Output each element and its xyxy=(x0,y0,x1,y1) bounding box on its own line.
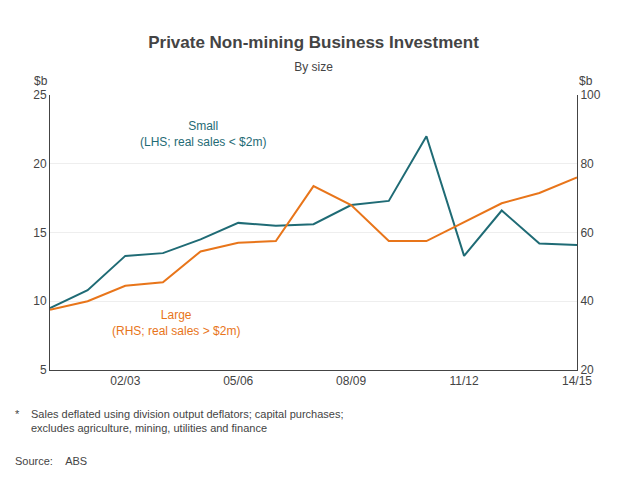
svg-text:10: 10 xyxy=(33,294,47,308)
svg-text:05/06: 05/06 xyxy=(223,374,253,388)
svg-text:$b: $b xyxy=(34,74,48,88)
svg-text:15: 15 xyxy=(33,226,47,240)
svg-text:By size: By size xyxy=(294,60,333,74)
svg-text:60: 60 xyxy=(580,226,594,240)
svg-text:Small(LHS; real sales < $2m): Small(LHS; real sales < $2m) xyxy=(140,119,266,149)
svg-text:Sales deflated using division: Sales deflated using division output def… xyxy=(31,408,343,434)
svg-text:11/12: 11/12 xyxy=(449,374,478,388)
svg-text:14/15: 14/15 xyxy=(562,374,592,388)
svg-text:02/03: 02/03 xyxy=(110,374,140,388)
svg-text:40: 40 xyxy=(580,294,594,308)
svg-text:Large(RHS; real sales > $2m): Large(RHS; real sales > $2m) xyxy=(112,308,240,338)
svg-text:20: 20 xyxy=(580,363,594,377)
svg-text:08/09: 08/09 xyxy=(336,374,366,388)
svg-text:Source: ABS: Source: ABS xyxy=(15,455,87,467)
svg-text:5: 5 xyxy=(40,363,47,377)
svg-text:25: 25 xyxy=(33,88,47,102)
svg-text:80: 80 xyxy=(580,157,594,171)
svg-text:*: * xyxy=(15,408,20,420)
svg-text:$b: $b xyxy=(579,74,593,88)
svg-text:Private Non-mining Business In: Private Non-mining Business Investment xyxy=(148,33,479,52)
svg-text:100: 100 xyxy=(580,88,600,102)
svg-text:20: 20 xyxy=(33,157,47,171)
